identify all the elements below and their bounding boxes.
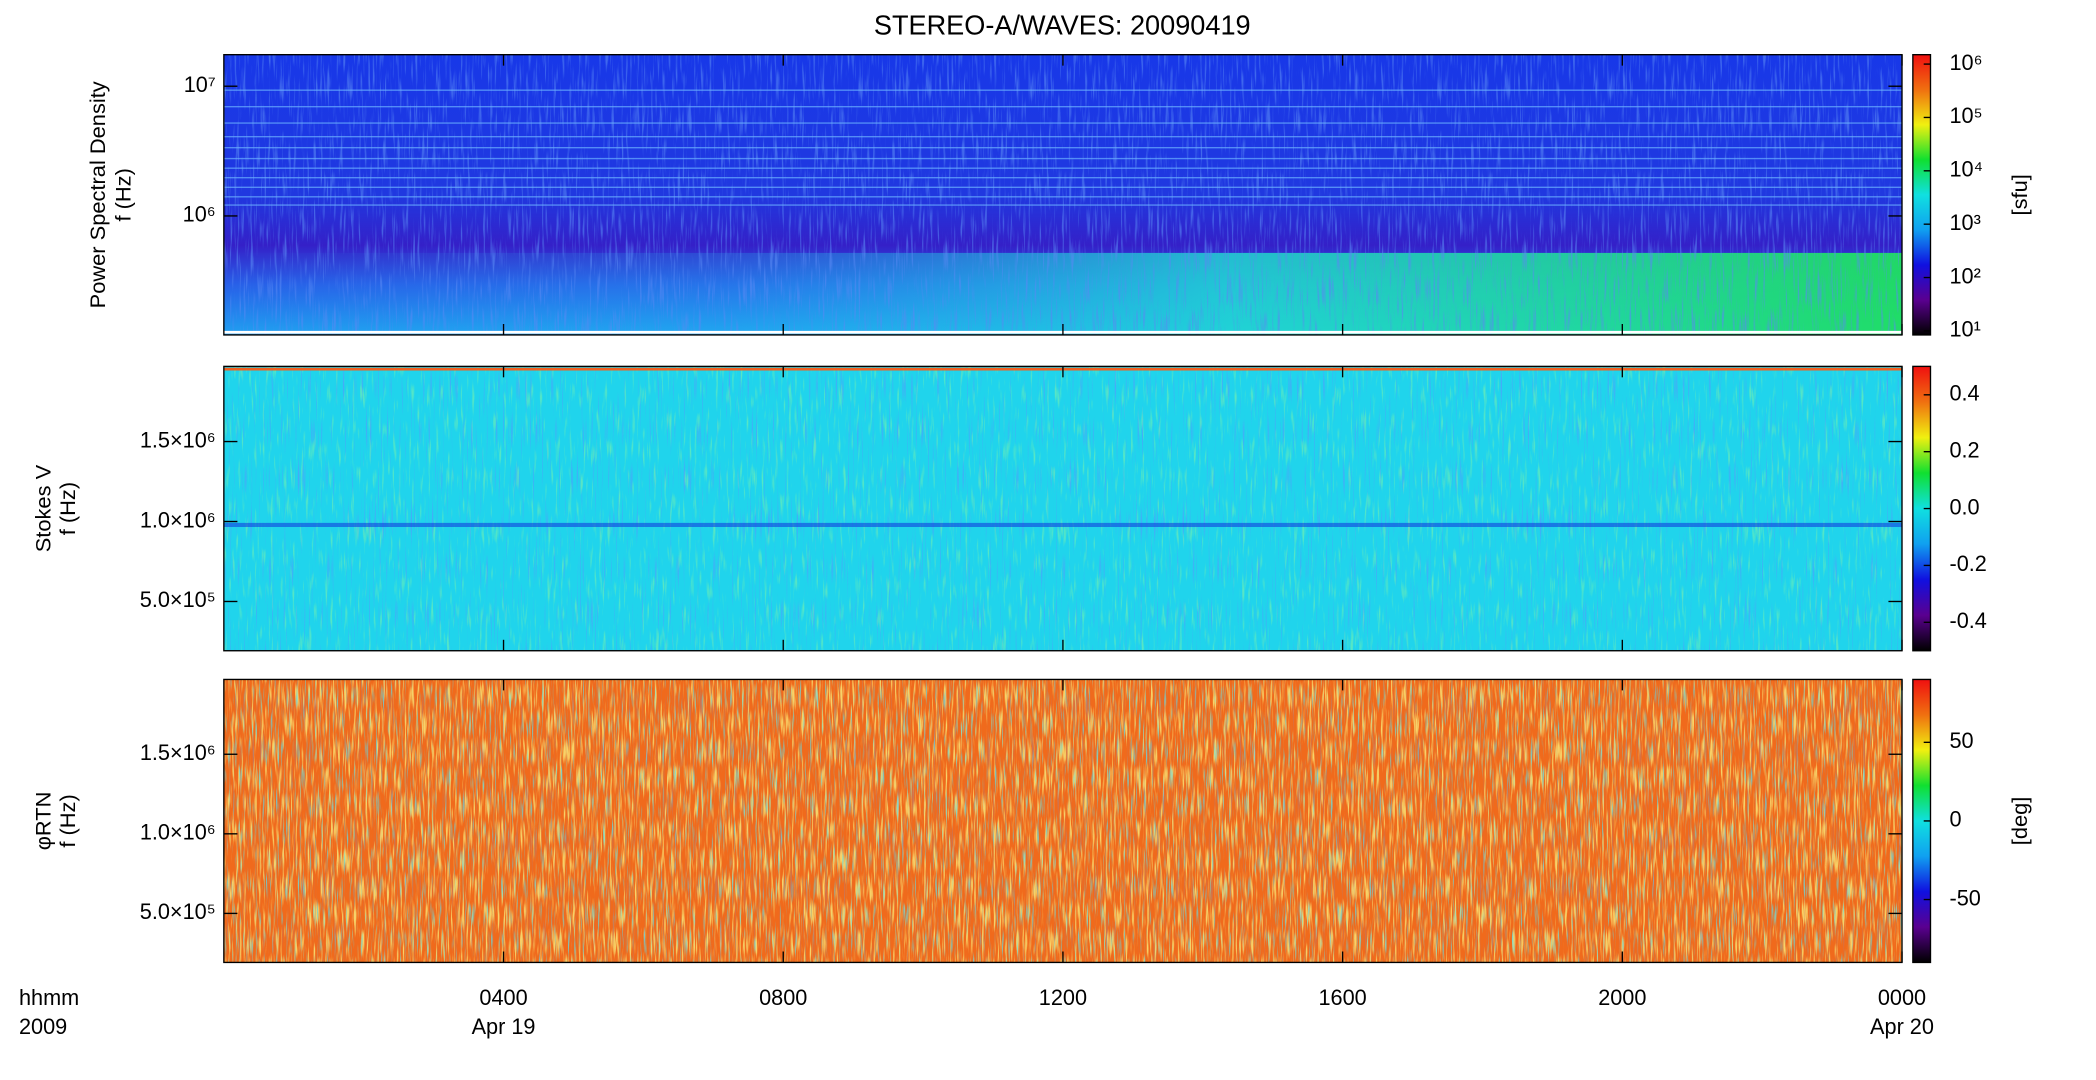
colorbar-tick-label: 0 xyxy=(1949,807,1961,832)
colorbar-tick-label: -50 xyxy=(1949,885,1980,910)
colorbar-tick-label: 10⁶ xyxy=(1949,50,1982,75)
y-axis-label: Stokes V xyxy=(31,464,56,552)
spectrogram-phi xyxy=(223,679,1903,963)
colorbar-tick-label: 10⁴ xyxy=(1949,157,1982,182)
chart-title: STEREO-A/WAVES: 20090419 xyxy=(874,9,1251,40)
x-axis-label: hhmm xyxy=(19,985,79,1010)
y-tick-label: 10⁷ xyxy=(184,72,216,97)
y-axis-label: Power Spectral Density xyxy=(85,81,110,308)
colorbar-tick-label: 0.4 xyxy=(1949,381,1979,406)
colorbar-tick-label: 50 xyxy=(1949,728,1973,753)
x-tick-label: 1200 xyxy=(1039,985,1087,1010)
x-tick-label: 0000 xyxy=(1878,985,1926,1010)
colorbar-tick-label: 10¹ xyxy=(1949,317,1980,342)
y-axis-label: f (Hz) xyxy=(55,482,80,535)
x-axis-label: 2009 xyxy=(19,1014,67,1039)
y-tick-label: 1.5×10⁶ xyxy=(140,740,216,765)
y-tick-label: 1.0×10⁶ xyxy=(140,507,216,532)
colorbar-label: [sfu] xyxy=(2007,174,2032,215)
colorbar-tick-label: 0.0 xyxy=(1949,494,1979,519)
x-tick-label: 2000 xyxy=(1598,985,1646,1010)
colorbar-tick-label: 0.2 xyxy=(1949,437,1979,462)
x-tick-label: 1600 xyxy=(1318,985,1366,1010)
spectrogram-psd xyxy=(223,54,1903,335)
colorbar-tick-label: 10⁵ xyxy=(1949,103,1982,128)
colorbar-tick-label: -0.2 xyxy=(1949,551,1986,576)
colorbar-tick-label: -0.4 xyxy=(1949,608,1986,633)
y-tick-label: 5.0×10⁵ xyxy=(140,899,216,924)
y-tick-label: 10⁶ xyxy=(183,202,216,227)
y-tick-label: 5.0×10⁵ xyxy=(140,587,216,612)
y-axis-label: f (Hz) xyxy=(55,794,80,847)
x-date-label: Apr 19 xyxy=(472,1014,536,1039)
colorbar-label: [deg] xyxy=(2007,797,2032,846)
x-date-label: Apr 20 xyxy=(1870,1014,1934,1039)
y-axis-label: φRTN xyxy=(31,792,56,851)
colorbar-tick-label: 10² xyxy=(1949,263,1980,288)
x-tick-label: 0800 xyxy=(759,985,807,1010)
y-tick-label: 1.5×10⁶ xyxy=(140,427,216,452)
y-axis-label: f (Hz) xyxy=(111,168,136,221)
colorbar xyxy=(1912,54,1932,336)
spectrogram-stokes xyxy=(223,366,1903,651)
colorbar-tick-label: 10³ xyxy=(1949,210,1980,235)
x-tick-label: 0400 xyxy=(479,985,527,1010)
y-tick-label: 1.0×10⁶ xyxy=(140,820,216,845)
